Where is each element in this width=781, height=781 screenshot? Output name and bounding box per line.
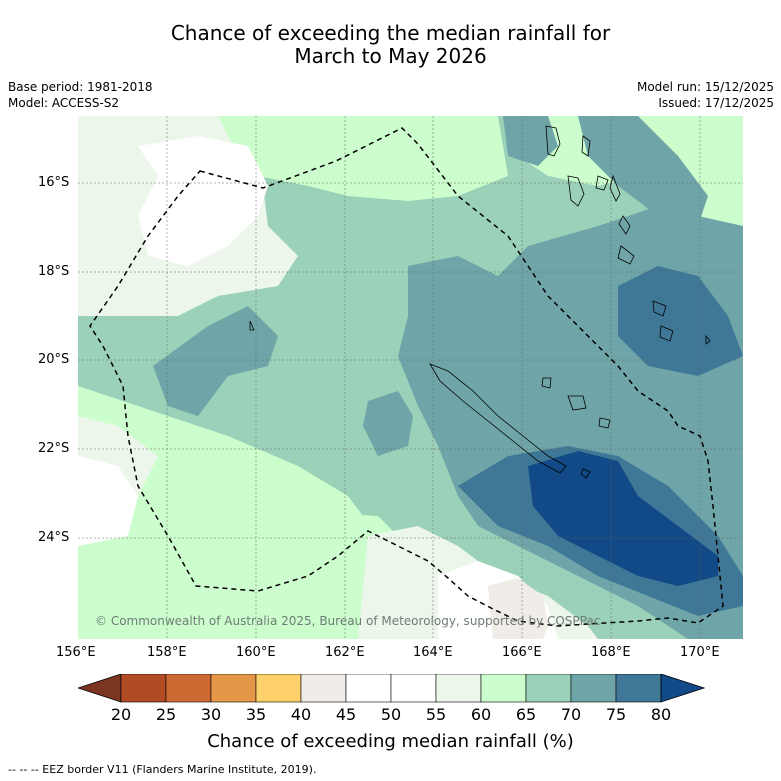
- contour-50-55-north: [138, 136, 268, 266]
- colorbar-segment: [480, 674, 527, 703]
- colorbar-tick-label: 70: [560, 705, 582, 724]
- eez-border: [89, 127, 724, 627]
- colorbar-segment: [120, 674, 167, 703]
- eez-legend: -- -- -- EEZ border V11 (Flanders Marine…: [8, 763, 317, 776]
- colorbar-tick-label: 35: [245, 705, 267, 724]
- colorbar-tick-label: 50: [380, 705, 402, 724]
- colorbar-segment: [345, 674, 392, 703]
- model-run: Model run: 15/12/2025: [636, 80, 774, 94]
- colorbar-segment: [210, 674, 257, 703]
- colorbar-tick-label: 60: [470, 705, 492, 724]
- colorbar-tick-label: 55: [425, 705, 447, 724]
- colorbar-segment: [615, 674, 662, 703]
- colorbar-segment: [570, 674, 617, 703]
- lon-tick-170e: 170°E: [680, 645, 720, 660]
- vanuatu-islands: [545, 125, 711, 345]
- contour-45-50-south: [488, 578, 548, 639]
- contour-70-75-ne: [578, 116, 708, 226]
- colorbar-segment: [255, 674, 302, 703]
- base-period: Base period: 1981-2018: [8, 80, 153, 94]
- contour-80-plus: [528, 451, 718, 586]
- lon-tick-166e: 166°E: [502, 645, 542, 660]
- lon-tick-168e: 168°E: [591, 645, 631, 660]
- colorbar-segment: [525, 674, 572, 703]
- colorbar-tick-label: 20: [110, 705, 132, 724]
- colorbar-tick-label: 40: [290, 705, 312, 724]
- contour-50-55-west: [78, 456, 138, 546]
- contour-60-65-west: [78, 116, 743, 639]
- colorbar: [78, 674, 705, 703]
- lat-tick-20s: 20°S: [38, 352, 70, 367]
- colorbar-segment: [435, 674, 482, 703]
- colorbar-segment: [165, 674, 212, 703]
- lon-tick-156e: 156°E: [56, 645, 96, 660]
- lat-tick-16s: 16°S: [38, 175, 70, 190]
- colorbar-extend-high: [660, 674, 705, 703]
- lat-tick-22s: 22°S: [38, 441, 70, 456]
- contour-75-80-ne: [618, 266, 743, 376]
- lat-tick-18s: 18°S: [38, 264, 70, 279]
- map-copyright: © Commonwealth of Australia 2025, Bureau…: [95, 614, 601, 628]
- issued-date: Issued: 17/12/2025: [658, 96, 774, 110]
- lon-tick-164e: 164°E: [413, 645, 453, 660]
- colorbar-tick-label: 75: [605, 705, 627, 724]
- contour-70-75-nw: [503, 116, 558, 166]
- colorbar-tick-label: 80: [650, 705, 672, 724]
- colorbar-segment: [390, 674, 437, 703]
- lon-tick-158e: 158°E: [147, 645, 187, 660]
- colorbar-tick-label: 65: [515, 705, 537, 724]
- colorbar-tick-label: 30: [200, 705, 222, 724]
- chart-title-line1: Chance of exceeding the median rainfall …: [170, 21, 611, 45]
- lat-tick-24s: 24°S: [38, 530, 70, 545]
- new-caledonia-coastline: [429, 363, 567, 474]
- colorbar-title: Chance of exceeding median rainfall (%): [207, 731, 574, 752]
- colorbar-segment: [300, 674, 347, 703]
- contour-70-75-center: [363, 391, 413, 456]
- lon-tick-162e: 162°E: [325, 645, 365, 660]
- contour-70-75-west: [153, 306, 278, 416]
- chart-title-line2: March to May 2026: [294, 44, 487, 68]
- lon-tick-160e: 160°E: [236, 645, 276, 660]
- colorbar-tick-label: 45: [335, 705, 357, 724]
- colorbar-tick-label: 25: [155, 705, 177, 724]
- colorbar-extend-low: [78, 674, 122, 703]
- model-name: Model: ACCESS-S2: [8, 96, 120, 110]
- rainfall-probability-map: © Commonwealth of Australia 2025, Bureau…: [78, 116, 743, 639]
- loyalty-islands: [249, 320, 611, 479]
